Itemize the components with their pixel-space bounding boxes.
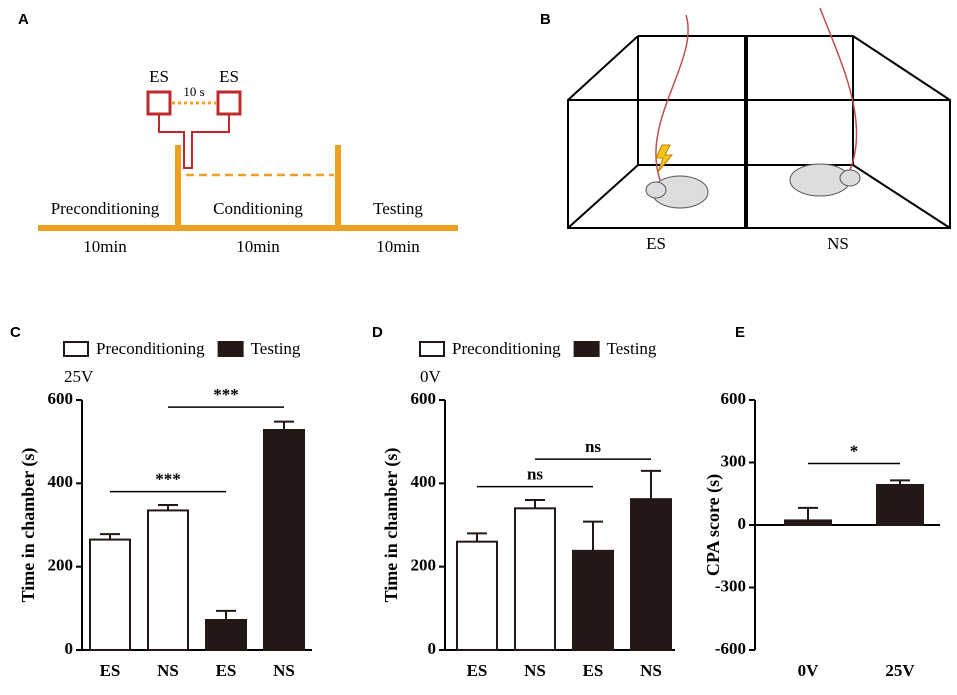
error-bar	[158, 504, 178, 511]
timeline: ES ES 10 s Preconditioning Conditioning …	[38, 67, 458, 256]
error-bar	[890, 479, 910, 485]
chamber	[567, 7, 951, 229]
rat-head	[645, 181, 667, 199]
bar	[514, 507, 556, 652]
subtitle: 25V	[64, 367, 94, 386]
y-tick-label: -300	[715, 576, 746, 595]
y-tick-label: 400	[411, 472, 437, 491]
chamber-edge	[567, 164, 639, 229]
phase-label: Conditioning	[213, 199, 303, 218]
significance-label: *	[850, 441, 859, 460]
error-bar	[274, 420, 294, 430]
error-bar	[467, 532, 487, 542]
legend-swatch	[63, 341, 89, 357]
stim-box	[146, 90, 172, 116]
panel-letter: E	[735, 324, 745, 341]
y-tick-label: 600	[48, 389, 74, 408]
legend-swatch	[419, 341, 445, 357]
x-tick-label: ES	[467, 661, 488, 680]
y-tick-label: 600	[411, 389, 437, 408]
x-tick-label: NS	[273, 661, 295, 680]
bar	[876, 484, 924, 526]
panel-letter: D	[372, 324, 383, 341]
x-tick-label: ES	[216, 661, 237, 680]
y-tick-label: -600	[715, 639, 746, 658]
chamber-label: NS	[827, 234, 849, 253]
chamber-edge	[852, 164, 951, 229]
phase-label: Preconditioning	[51, 199, 160, 218]
x-tick-label: NS	[157, 661, 179, 680]
error-bar	[525, 499, 545, 509]
legend-label: Testing	[607, 339, 657, 358]
y-axis-label: CPA score (s)	[703, 474, 724, 576]
x-tick-label: ES	[100, 661, 121, 680]
y-tick-label: 0	[738, 514, 747, 533]
shock-icon	[655, 144, 674, 173]
cable	[819, 7, 858, 171]
stim-wire	[158, 114, 230, 169]
chamber-label: ES	[646, 234, 666, 253]
bar	[89, 538, 131, 651]
panel-letter: B	[540, 11, 551, 28]
stim-label: ES	[219, 67, 239, 86]
legend-label: Preconditioning	[452, 339, 561, 358]
bar	[572, 549, 614, 651]
panel-letters: A B C D E	[10, 11, 745, 341]
rat-head	[839, 169, 861, 187]
significance-label: ns	[527, 465, 543, 484]
bar	[630, 498, 672, 651]
legend-swatch	[573, 341, 600, 357]
cable	[655, 14, 689, 181]
x-tick-label: NS	[640, 661, 662, 680]
bar	[784, 519, 832, 527]
bar	[263, 429, 305, 651]
duration-label: 10min	[236, 237, 280, 256]
error-bar	[641, 469, 661, 500]
duration-label: 10min	[83, 237, 127, 256]
phase-label: Testing	[373, 199, 423, 218]
legend-label: Preconditioning	[96, 339, 205, 358]
x-tick-label: NS	[524, 661, 546, 680]
y-axis-label: Time in chamber (s)	[381, 448, 402, 603]
y-tick-label: 0	[65, 639, 74, 658]
y-tick-label: 300	[721, 451, 747, 470]
y-tick-label: 0	[428, 639, 437, 658]
error-bar	[798, 506, 818, 521]
stim-label: ES	[149, 67, 169, 86]
panel-letter: C	[10, 324, 21, 341]
y-tick-label: 400	[48, 472, 74, 491]
bar	[456, 540, 498, 652]
y-tick-label: 200	[411, 556, 437, 575]
significance-label: ***	[155, 470, 181, 489]
legend-label: Testing	[251, 339, 301, 358]
error-bar	[100, 533, 120, 540]
chamber-outline	[567, 35, 951, 229]
x-tick-label: 0V	[798, 661, 820, 680]
x-tick-label: 25V	[885, 661, 915, 680]
bar	[205, 619, 247, 651]
duration-label: 10min	[376, 237, 420, 256]
interval-label: 10 s	[183, 84, 204, 99]
error-bar	[216, 609, 236, 620]
significance-label: ***	[213, 385, 239, 404]
subtitle: 0V	[420, 367, 442, 386]
x-tick-label: ES	[583, 661, 604, 680]
significance-label: ns	[585, 437, 601, 456]
error-bar	[583, 520, 603, 551]
panel-letter: A	[18, 11, 29, 28]
legend-swatch	[217, 341, 244, 357]
y-tick-label: 600	[721, 389, 747, 408]
y-axis-label: Time in chamber (s)	[18, 448, 39, 603]
y-tick-label: 200	[48, 556, 74, 575]
bar	[147, 509, 189, 651]
stim-box	[216, 90, 242, 116]
